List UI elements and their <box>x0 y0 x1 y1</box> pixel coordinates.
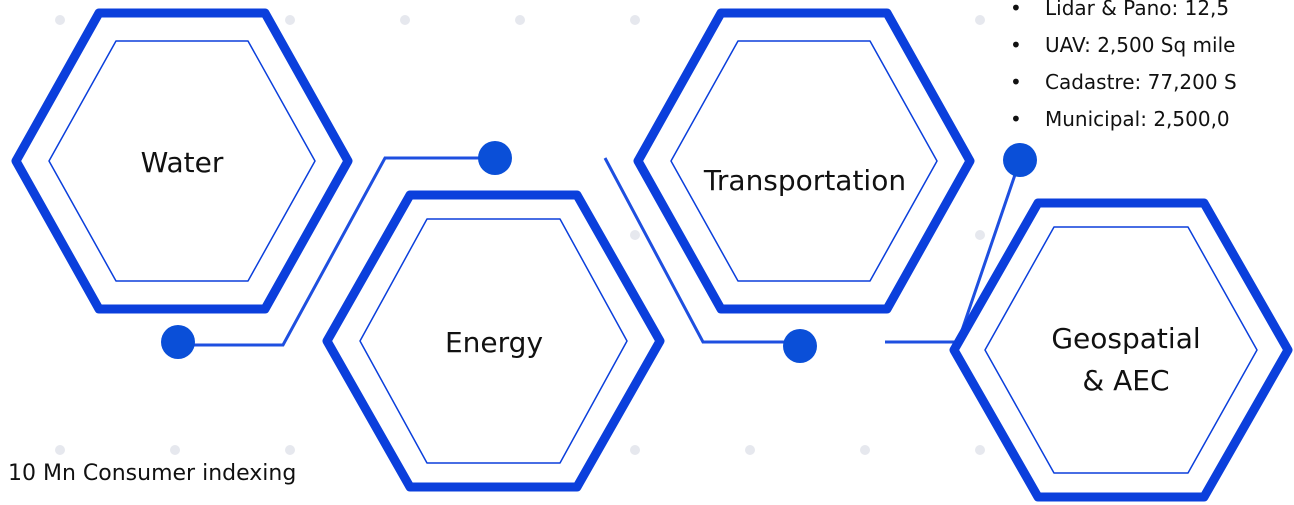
stat-uav: UAV: 2,500 Sq mile <box>1010 27 1237 64</box>
energy-label: Energy <box>445 326 543 359</box>
energy-transport-connector <box>603 157 800 344</box>
water-connector-dot <box>161 325 195 359</box>
stat-lidar-pano: Lidar & Pano: 12,5 <box>1010 0 1237 27</box>
connector-dots <box>161 141 1037 363</box>
geospatial-connector-dot <box>1003 143 1037 177</box>
transportation-label: Transportation <box>703 164 906 197</box>
water-energy-connector <box>178 156 495 347</box>
transport-connector-dot <box>783 329 817 363</box>
water-hexagon: Water <box>11 8 353 314</box>
geospatial-hexagon: Geospatial & AEC <box>949 198 1293 502</box>
stat-cadastre: Cadastre: 77,200 S <box>1010 64 1237 101</box>
water-label: Water <box>141 146 224 179</box>
stat-municipal: Municipal: 2,500,0 <box>1010 101 1237 138</box>
geospatial-stats-list: Lidar & Pano: 12,5 UAV: 2,500 Sq mile Ca… <box>1010 0 1237 138</box>
transportation-hexagon: Transportation <box>633 8 975 314</box>
energy-connector-dot <box>478 141 512 175</box>
water-caption: 10 Mn Consumer indexing <box>8 461 297 486</box>
geospatial-label-line1: Geospatial <box>1051 322 1200 355</box>
energy-hexagon: Energy <box>322 190 665 492</box>
geospatial-label-line2: & AEC <box>1082 364 1169 397</box>
